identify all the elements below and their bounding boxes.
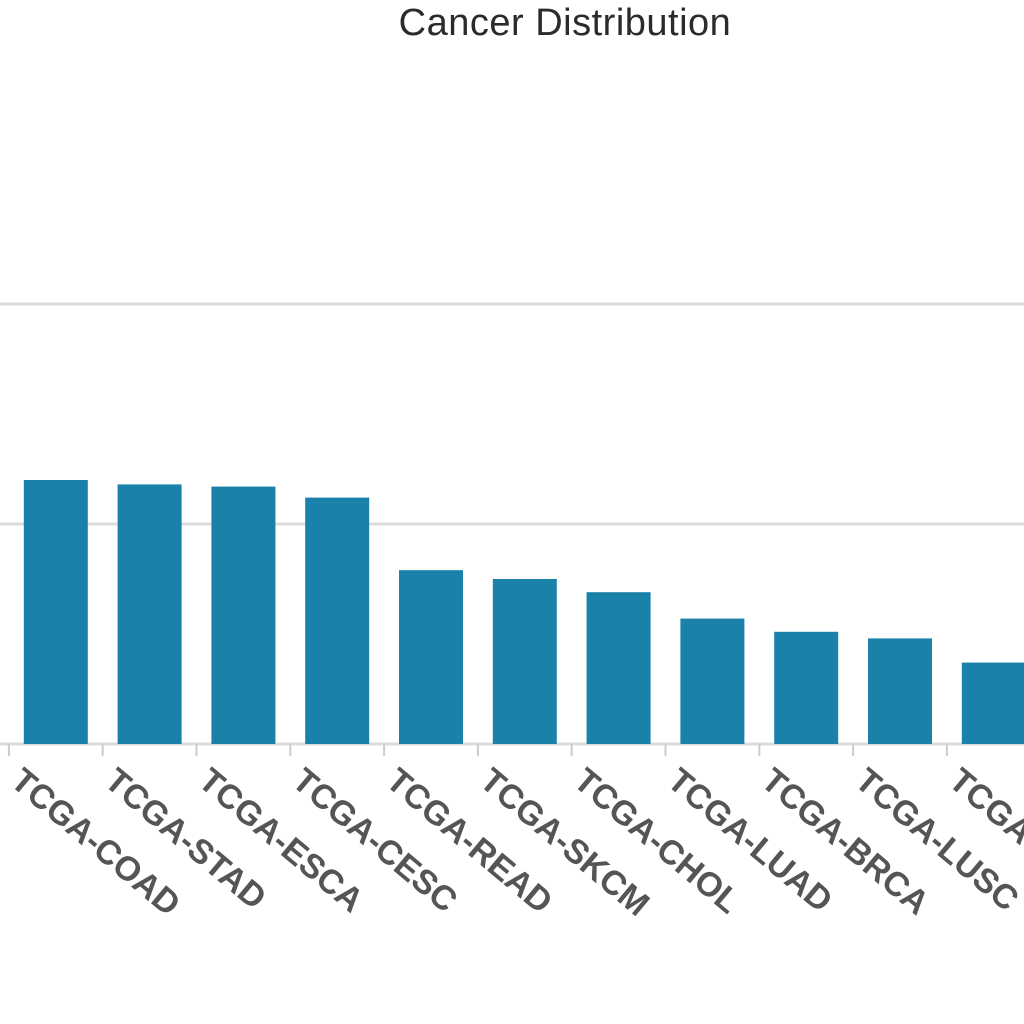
x-axis-ticks bbox=[7, 744, 948, 756]
bar-tcga-cesc bbox=[211, 486, 276, 744]
bar-tcga-esca bbox=[117, 484, 182, 744]
x-tick-label-tcga-lusc: TCGA-LUSC bbox=[848, 761, 1024, 919]
bar-tcga-read bbox=[305, 497, 370, 744]
bar-tcga-h bbox=[961, 662, 1024, 744]
bar-tcga-lusc bbox=[774, 631, 839, 744]
bar-tcga-gbm bbox=[868, 638, 932, 744]
bar-tcga-chol bbox=[492, 579, 557, 744]
x-axis-tick-labels: TCGA-COADTCGA-STADTCGA-ESCATCGA-CESCTCGA… bbox=[4, 761, 1024, 924]
bars bbox=[23, 480, 1024, 744]
bar-tcga-brca bbox=[680, 618, 745, 744]
chart-title: Cancer Distribution bbox=[398, 2, 732, 44]
bar-tcga-stad bbox=[23, 480, 88, 744]
bar-tcga-luad bbox=[586, 592, 651, 744]
bar-tcga-skcm bbox=[399, 570, 463, 744]
